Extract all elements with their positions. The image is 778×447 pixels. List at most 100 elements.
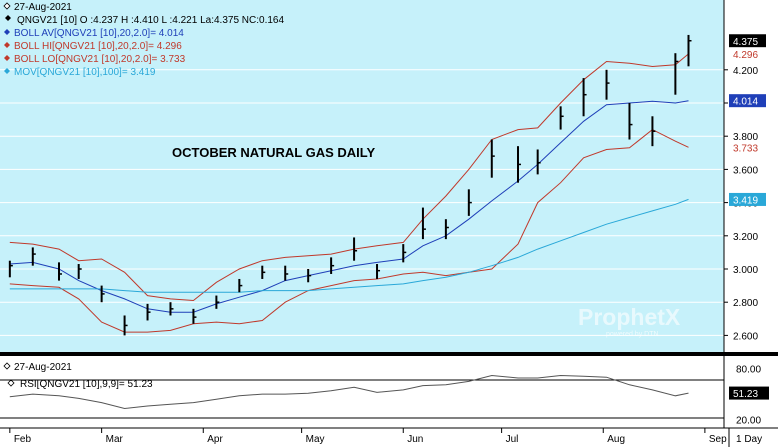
rsi-panel: 27-Aug-2021 RSI[QNGV21 [10],9,9]= 51.23 …	[0, 356, 769, 428]
rsi-line	[9, 374, 689, 410]
legend-diamond-icon	[4, 42, 10, 48]
price-axis: 4.2004.0003.8003.6003.4003.2003.0002.800…	[723, 0, 766, 352]
month-tick-label: Aug	[607, 434, 625, 445]
price-bar	[284, 265, 289, 281]
rsi-date: 27-Aug-2021	[14, 362, 72, 373]
date-row: 27-Aug-2021	[3, 2, 72, 13]
price-bar	[261, 265, 266, 279]
interval-selector[interactable]: 1 Day	[736, 434, 762, 445]
price-bar	[146, 303, 151, 321]
price-bar	[31, 247, 36, 266]
price-marker-label: 4.014	[733, 97, 758, 108]
price-bar	[605, 69, 610, 100]
watermark: ProphetX powered by DTN	[578, 304, 681, 338]
month-tick-label: Sep	[709, 434, 727, 445]
price-bar	[517, 146, 522, 183]
quote-row: QNGV21 [10] O :4.237 H :4.410 L :4.221 L…	[5, 15, 284, 26]
price-bar	[582, 78, 587, 117]
price-bar	[687, 34, 692, 67]
time-axis: 1 Day Feb Mar Apr May Jun Jul Aug Sep	[0, 427, 778, 447]
price-marker-label: 3.419	[733, 195, 758, 206]
legend-diamond-icon	[4, 55, 10, 61]
price-bar	[353, 237, 358, 261]
rsi-tick-label: 20.00	[736, 416, 761, 427]
price-bar	[77, 264, 82, 279]
price-marker-label: 3.733	[733, 143, 758, 154]
rsi-tick-label: 80.00	[736, 365, 761, 376]
date-diamond-icon	[3, 2, 11, 10]
price-marker-box	[729, 47, 766, 61]
price-marker-box	[729, 94, 766, 108]
price-bar	[307, 269, 312, 283]
legend-diamond-icon	[4, 29, 10, 35]
price-panel-background	[0, 0, 724, 352]
price-bar	[8, 260, 13, 278]
time-axis-background	[0, 428, 778, 447]
panel-divider[interactable]	[0, 352, 778, 356]
rsi-last-label: 51.23	[733, 389, 758, 400]
price-bar	[402, 244, 407, 263]
quote-line: QNGV21 [10] O :4.237 H :4.410 L :4.221 L…	[17, 15, 284, 26]
price-bar	[490, 139, 495, 178]
month-tick-label: Jun	[407, 434, 423, 445]
price-tick-label: 3.800	[733, 132, 758, 143]
price-bar	[330, 257, 335, 274]
boll-av-line	[9, 100, 689, 313]
price-grid	[0, 69, 724, 336]
header-info: 27-Aug-2021 QNGV21 [10] O :4.237 H :4.41…	[3, 2, 284, 78]
price-bar	[58, 262, 63, 281]
price-bar	[123, 315, 128, 336]
price-bars	[8, 34, 692, 336]
quote-diamond-icon	[5, 15, 11, 21]
rsi-label: RSI[QNGV21 [10],9,9]= 51.23	[20, 379, 153, 390]
price-bar	[238, 278, 243, 293]
month-tick-label: Feb	[14, 434, 32, 445]
legend-entry: MOV[QNGV21 [10],100]= 3.419	[14, 67, 156, 78]
price-marker-label: 4.296	[733, 50, 758, 61]
watermark-logo: ProphetX	[578, 304, 681, 330]
price-tick-label: 3.600	[733, 165, 758, 176]
price-bar	[467, 189, 472, 216]
month-tick-label: May	[306, 434, 325, 445]
price-marker-box	[729, 140, 766, 154]
rsi-last-box	[729, 386, 769, 400]
price-tick-label: 4.200	[733, 66, 758, 77]
legend-entry: BOLL HI[QNGV21 [10],20,2.0]= 4.296	[14, 41, 182, 52]
price-bar	[559, 106, 564, 130]
price-bar	[651, 116, 656, 147]
month-tick-label: Jul	[506, 434, 519, 445]
price-bar	[376, 264, 381, 279]
month-tick-label: Apr	[207, 434, 223, 445]
price-bar	[169, 302, 174, 316]
rsi-date-diamond-icon	[3, 362, 11, 370]
price-bar	[444, 219, 449, 240]
header-date: 27-Aug-2021	[14, 2, 72, 13]
chart-annotation-title: OCTOBER NATURAL GAS DAILY	[172, 145, 376, 160]
indicator-legend: BOLL AV[QNGV21 [10],20,2.0]= 4.014 BOLL H…	[4, 28, 186, 78]
legend-entry: BOLL AV[QNGV21 [10],20,2.0]= 4.014	[14, 28, 184, 39]
price-marker-box	[729, 34, 766, 48]
price-marker: 4.014	[729, 94, 766, 108]
mov-100-line	[9, 198, 689, 293]
price-marker: 3.733	[729, 140, 766, 154]
price-bar	[421, 207, 426, 240]
price-marker: 3.419	[729, 192, 766, 206]
price-tick-label: 2.800	[733, 298, 758, 309]
watermark-subtitle: powered by DTN	[606, 331, 659, 338]
price-tick-label: 3.200	[733, 232, 758, 243]
price-marker: 4.375	[729, 34, 766, 48]
rsi-diamond-icon	[7, 379, 15, 387]
price-marker-label: 4.375	[733, 37, 758, 48]
legend-diamond-icon	[4, 68, 10, 74]
legend-entry: BOLL LO[QNGV21 [10],20,2.0]= 3.733	[14, 54, 186, 65]
price-marker-box	[729, 192, 766, 206]
price-bar	[536, 149, 541, 175]
price-bar	[215, 295, 220, 309]
price-tick-label: 2.600	[733, 331, 758, 342]
price-bar	[100, 285, 105, 303]
month-tick-label: Mar	[106, 434, 124, 445]
price-bar	[192, 308, 197, 324]
price-bar	[674, 53, 679, 95]
price-bar	[628, 103, 633, 140]
